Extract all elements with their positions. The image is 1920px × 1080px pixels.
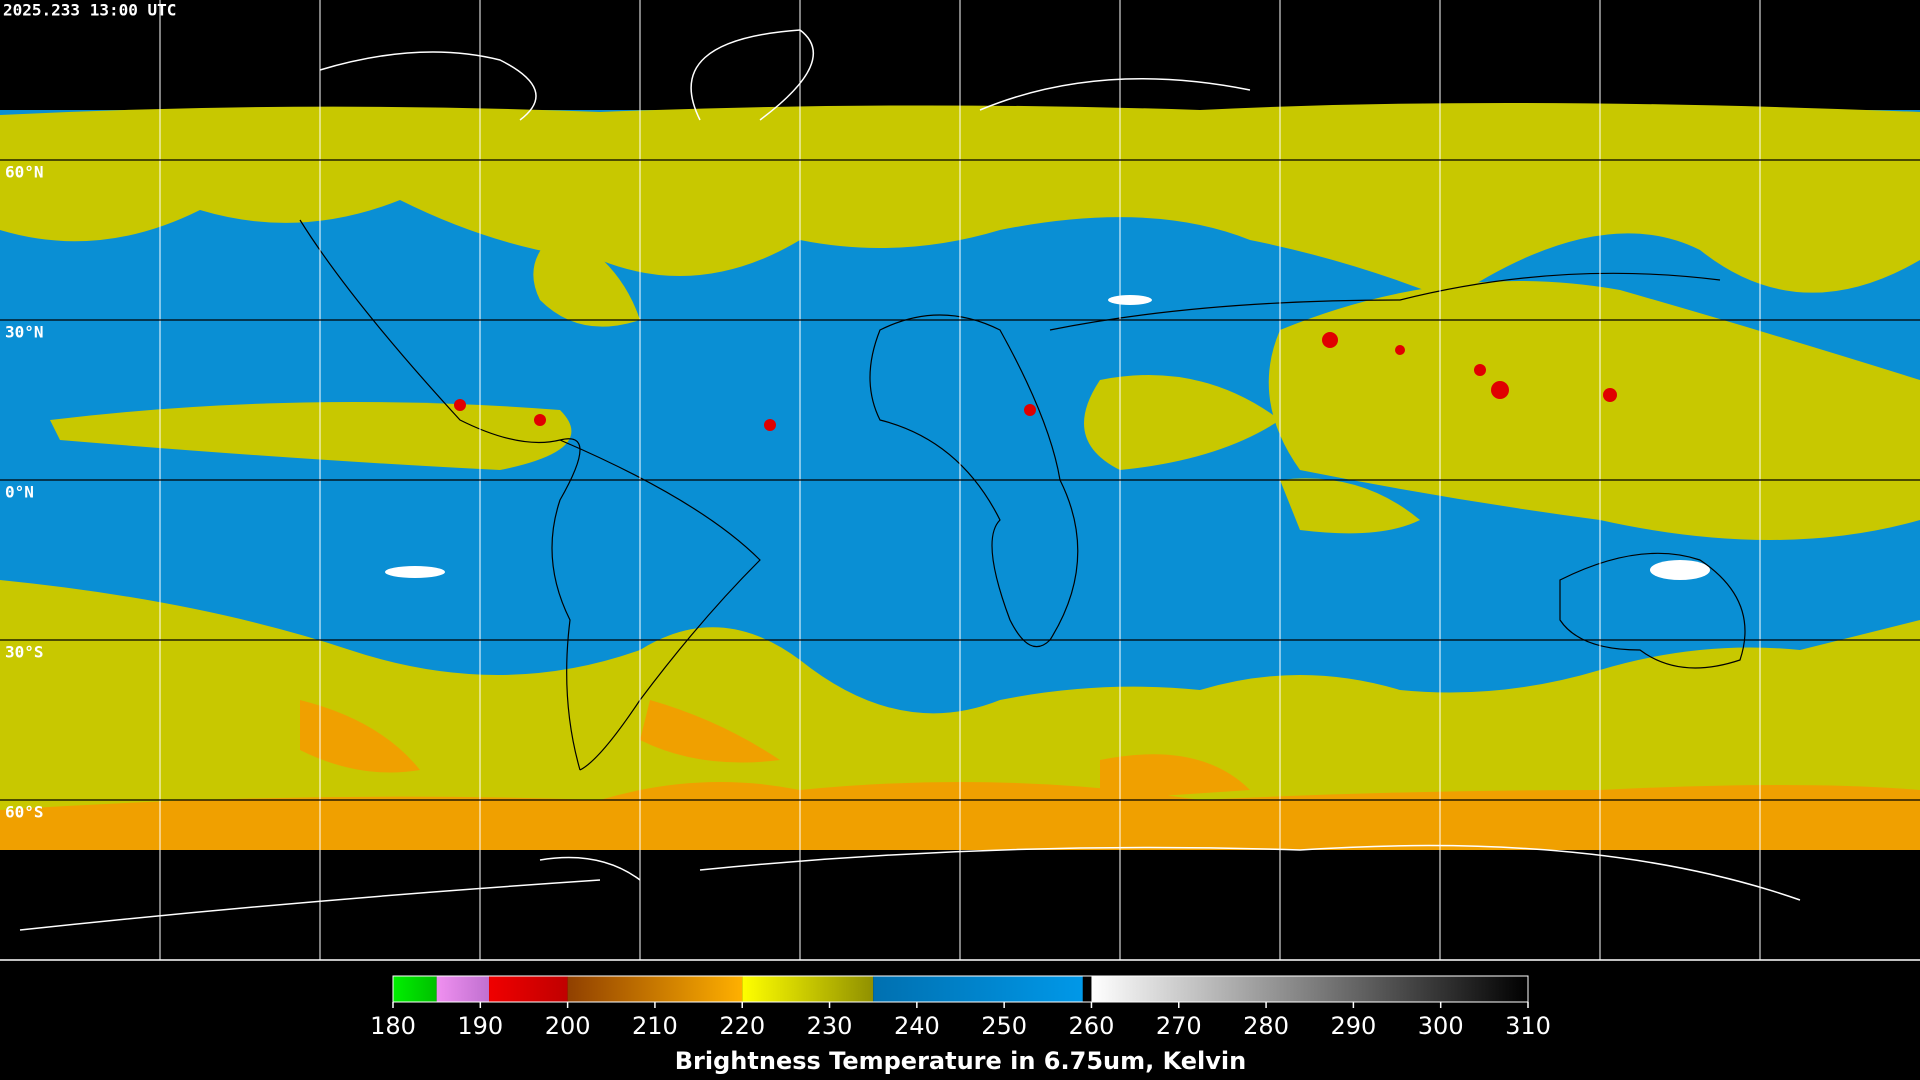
cloud [1084, 375, 1280, 470]
colorbar-tick-label: 230 [807, 1012, 853, 1040]
cloud [1280, 478, 1420, 534]
colorbar-segment [489, 976, 568, 1002]
colorbar-tick-label: 310 [1505, 1012, 1551, 1040]
colorbar-segment [1091, 976, 1528, 1002]
colorbar-tick-label: 200 [545, 1012, 591, 1040]
colorbar-tick-label: 180 [370, 1012, 416, 1040]
colorbar-tick-label: 260 [1069, 1012, 1115, 1040]
latitude-label: 30°S [5, 643, 44, 662]
colorbar-segment [436, 976, 490, 1002]
latitude-label: 0°N [5, 483, 34, 502]
colorbar-tick-label: 270 [1156, 1012, 1202, 1040]
cloud [533, 230, 640, 327]
colorbar-tick-label: 280 [1243, 1012, 1289, 1040]
colorbar-segment [873, 976, 1083, 1002]
colorbar-segment [393, 976, 437, 1002]
convection [454, 332, 1617, 431]
latitude-label: 30°N [5, 323, 44, 342]
graticule [0, 0, 1920, 961]
colorbar-tick-label: 190 [457, 1012, 503, 1040]
colorbar-tick-label: 290 [1330, 1012, 1376, 1040]
timestamp: 2025.233 13:00 UTC [3, 1, 176, 20]
colorbar-tick-label: 210 [632, 1012, 678, 1040]
dry-spot [385, 295, 1710, 580]
latitude-labels: 60°N 30°N 0°N 30°S 60°S [5, 163, 44, 822]
colorbar-label: Brightness Temperature in 6.75um, Kelvin [675, 1047, 1246, 1075]
itcz [50, 402, 572, 470]
latitude-label: 60°S [5, 803, 44, 822]
colorbar-tick-label: 240 [894, 1012, 940, 1040]
very-dry [300, 700, 1250, 800]
colorbar: 180 190 200 210 220 230 240 250 260 270 280 290 300 3… [370, 975, 1551, 1075]
colorbar-frame [392, 975, 1529, 1003]
colorbar-segment [742, 976, 874, 1002]
colorbar-tick-label: 250 [981, 1012, 1027, 1040]
latitude-label: 60°N [5, 163, 44, 182]
colorbar-tick-label: 300 [1418, 1012, 1464, 1040]
colorbar-tick-label: 220 [719, 1012, 765, 1040]
colorbar-segment [567, 976, 743, 1002]
cloud [1268, 281, 1920, 540]
